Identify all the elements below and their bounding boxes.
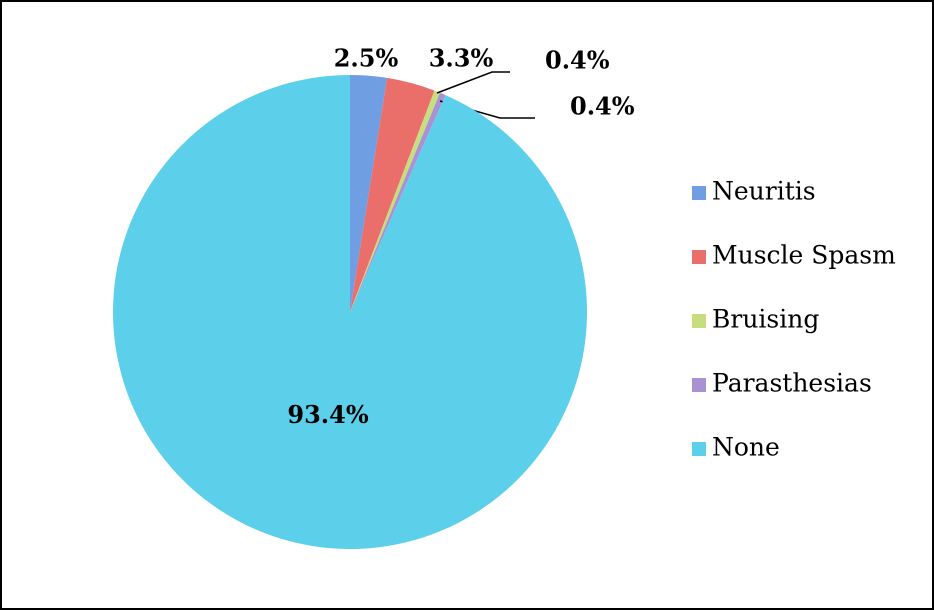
legend-swatch: [692, 186, 706, 200]
legend-swatch: [692, 378, 706, 392]
legend-label: None: [712, 433, 780, 462]
data-label: 0.4%: [545, 46, 610, 75]
pie-slice: [350, 75, 388, 312]
pie-slice: [350, 77, 435, 312]
legend-swatch: [692, 314, 706, 328]
legend-swatch: [692, 442, 706, 456]
data-label: 3.3%: [429, 44, 494, 73]
legend-label: Neuritis: [712, 177, 816, 206]
data-label: 0.4%: [570, 92, 635, 121]
pie-slice: [350, 92, 446, 312]
data-label: 2.5%: [334, 44, 399, 73]
legend-swatch: [692, 250, 706, 264]
legend-label: Muscle Spasm: [712, 241, 896, 270]
pie-slice: [112, 75, 587, 549]
data-label: 93.4%: [287, 400, 368, 429]
pie-slice: [350, 90, 441, 312]
leader-line: [436, 71, 510, 94]
legend-label: Parasthesias: [712, 369, 872, 398]
legend-label: Bruising: [712, 305, 819, 334]
